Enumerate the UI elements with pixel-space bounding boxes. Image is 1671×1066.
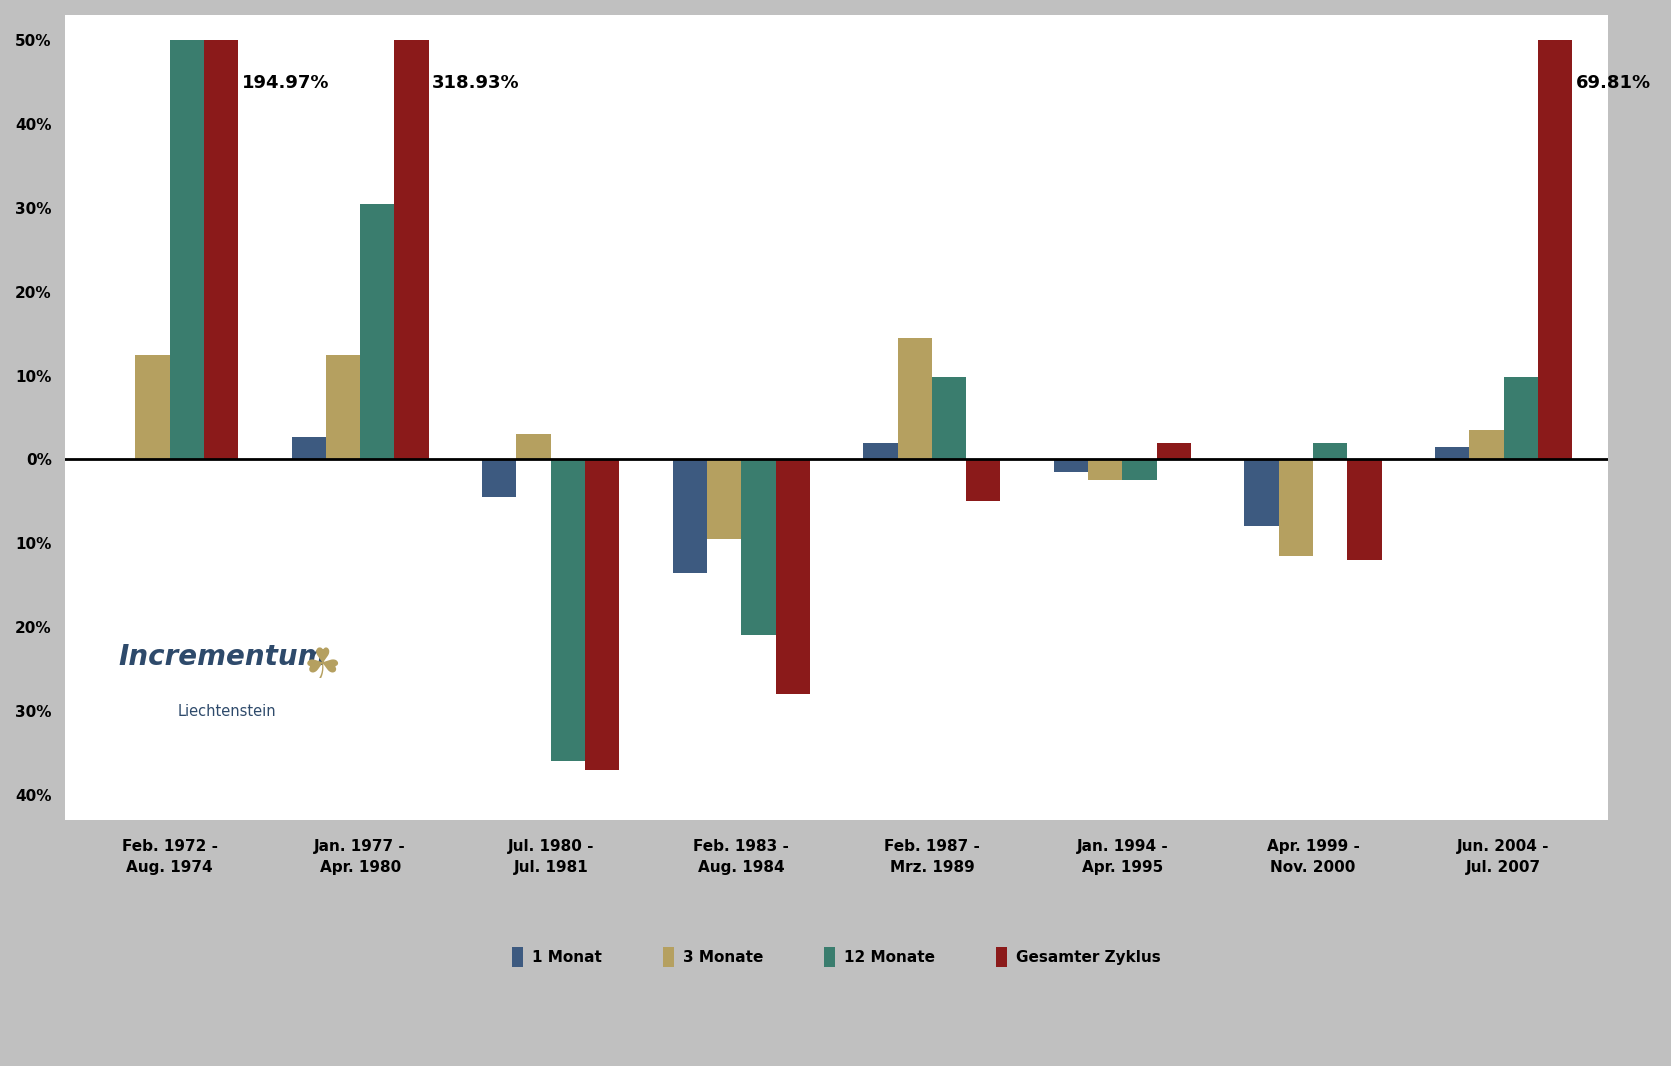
Text: 194.97%: 194.97% <box>242 74 329 92</box>
Text: Incrementum: Incrementum <box>119 643 328 671</box>
Bar <box>897 338 932 459</box>
Bar <box>1469 430 1504 459</box>
Bar <box>707 459 742 539</box>
Bar <box>204 41 239 459</box>
Bar <box>170 41 204 459</box>
Text: ☘: ☘ <box>304 645 341 688</box>
Bar <box>483 459 516 497</box>
Bar <box>864 442 897 459</box>
Bar <box>1278 459 1313 555</box>
Text: Liechtenstein: Liechtenstein <box>177 705 276 720</box>
Bar <box>673 459 707 572</box>
Bar <box>742 459 775 635</box>
Bar <box>135 355 170 459</box>
Bar <box>775 459 810 694</box>
Text: 318.93%: 318.93% <box>433 74 520 92</box>
Bar <box>394 41 429 459</box>
Text: 69.81%: 69.81% <box>1576 74 1651 92</box>
Bar <box>1123 459 1156 481</box>
Bar <box>1313 442 1347 459</box>
Bar <box>1156 442 1191 459</box>
Bar <box>551 459 585 761</box>
Bar <box>932 377 966 459</box>
Bar <box>1245 459 1278 527</box>
Bar <box>1347 459 1382 560</box>
Bar <box>1435 447 1469 459</box>
Bar <box>516 434 551 459</box>
Bar <box>1088 459 1123 481</box>
Legend: 1 Monat, 3 Monate, 12 Monate, Gesamter Zyklus: 1 Monat, 3 Monate, 12 Monate, Gesamter Z… <box>506 941 1166 973</box>
Bar <box>291 437 326 459</box>
Bar <box>585 459 620 770</box>
Bar <box>1504 377 1537 459</box>
Bar <box>361 204 394 459</box>
Bar <box>1054 459 1088 472</box>
Bar <box>966 459 1001 501</box>
Bar <box>1537 41 1572 459</box>
Bar <box>326 355 361 459</box>
